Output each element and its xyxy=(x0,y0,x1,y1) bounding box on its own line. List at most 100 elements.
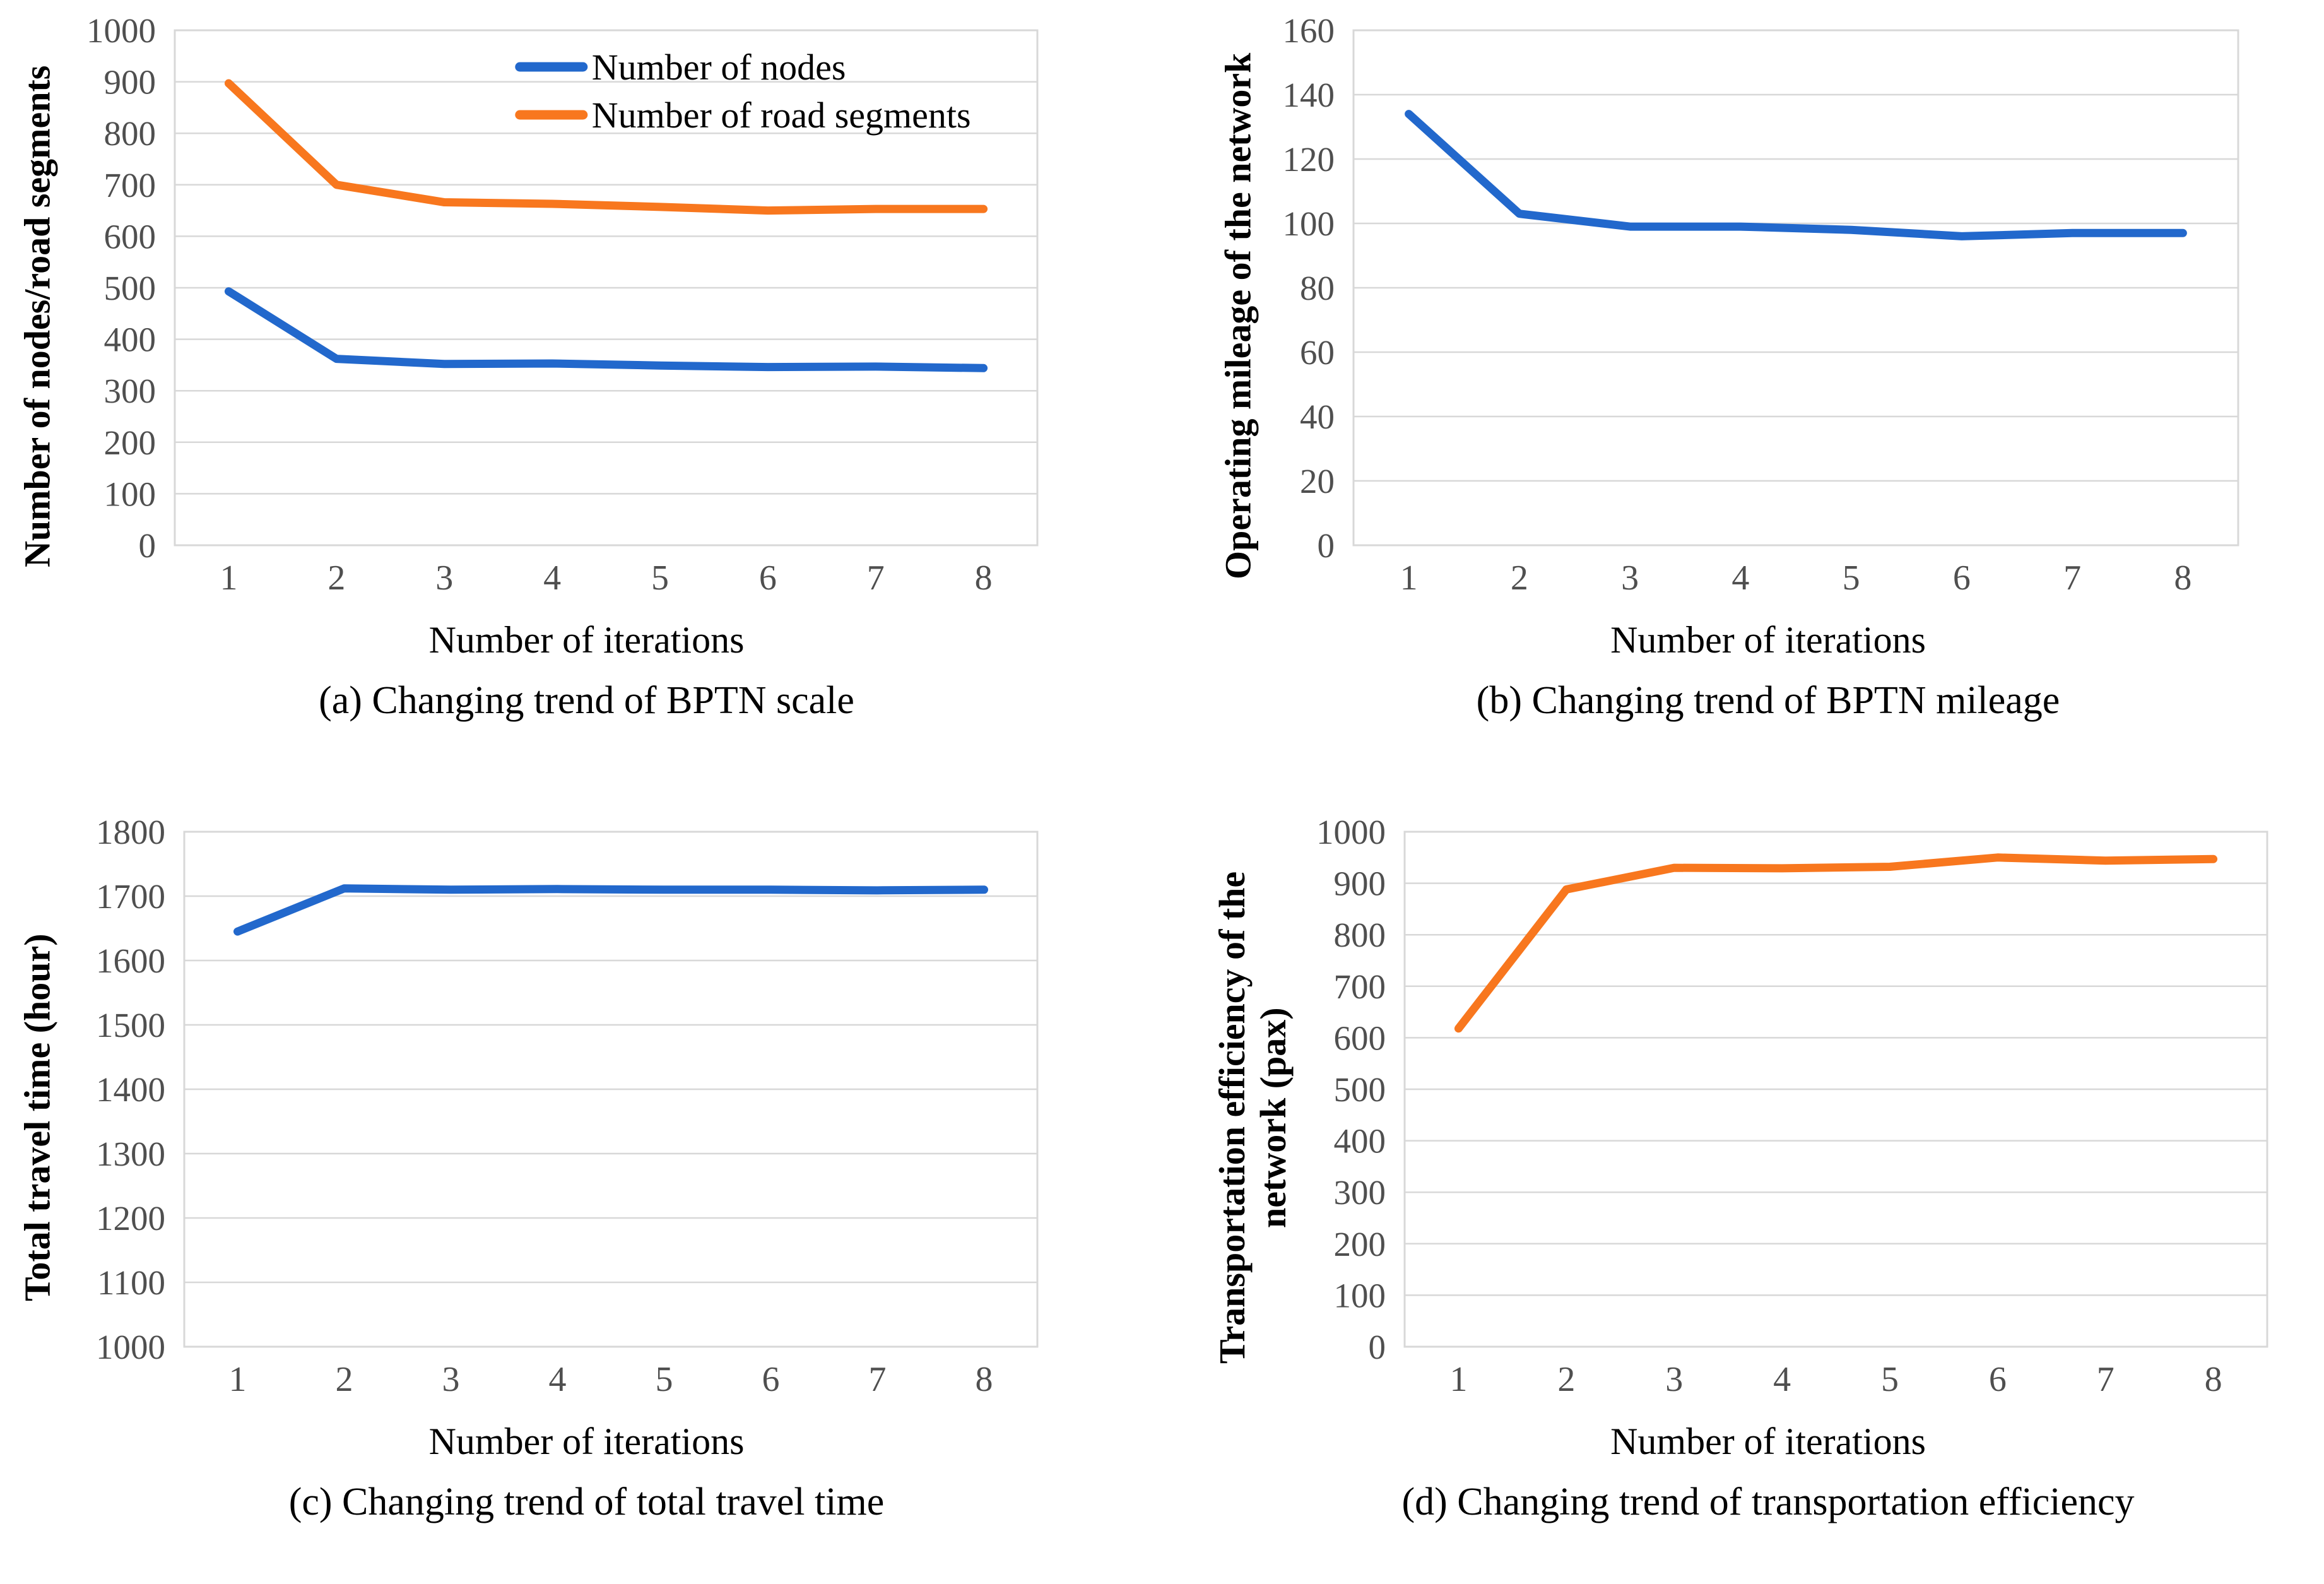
y-tick-label: 0 xyxy=(1318,526,1335,565)
legend-label: Number of road segments xyxy=(592,95,971,136)
x-tick-label: 8 xyxy=(2204,1360,2222,1399)
y-tick-label: 0 xyxy=(1368,1328,1386,1366)
plot-border xyxy=(1403,830,2268,1348)
x-tick-label: 5 xyxy=(656,1360,673,1399)
y-axis-title-b: Operating mileage of the network xyxy=(1217,52,1259,580)
x-tick-label: 7 xyxy=(867,559,885,598)
legend-label: Number of nodes xyxy=(592,47,846,88)
chart-area-b: Operating mileage of the network 0 20 40 60… xyxy=(1212,16,2250,616)
y-tick-label: 60 xyxy=(1300,333,1335,372)
y-tick-label: 100 xyxy=(1333,1276,1386,1315)
y-tick-label: 1600 xyxy=(96,942,165,980)
chart-area-c: Total travel time (hour) 1000 1100 1200 130… xyxy=(11,818,1049,1417)
y-tick-label: 1100 xyxy=(97,1263,165,1302)
caption-c: (c) Changing trend of total travel time xyxy=(288,1481,885,1523)
plot-border xyxy=(1352,29,2239,547)
chart-area-d: Transportation efficiency of the network… xyxy=(1212,818,2279,1417)
x-tick-label: 6 xyxy=(1989,1360,2007,1399)
y-tick-label: 1000 xyxy=(86,16,156,50)
panel-a: Number of nodes/road segments 0 100 200 300… xyxy=(0,16,1162,723)
y-tick-label: 100 xyxy=(104,475,156,513)
y-tick-label: 1000 xyxy=(96,1328,165,1366)
y-tick-label: 600 xyxy=(104,217,156,256)
x-tick-label: 5 xyxy=(1881,1360,1899,1399)
series-line-number-of-road-segments xyxy=(224,79,988,215)
x-tick-label: 6 xyxy=(762,1360,780,1399)
series-line-number-of-nodes xyxy=(224,287,988,372)
y-tick-label: 40 xyxy=(1300,398,1335,436)
x-tick-label: 2 xyxy=(1511,559,1528,598)
x-tick-label: 7 xyxy=(869,1360,887,1399)
x-tick-label: 2 xyxy=(327,559,345,598)
x-tick-label: 6 xyxy=(759,559,777,598)
y-tick-label: 300 xyxy=(1333,1173,1386,1212)
x-tick-label: 3 xyxy=(435,559,453,598)
y-tick-label: 700 xyxy=(104,166,156,204)
x-tick-label: 1 xyxy=(1449,1360,1467,1399)
series-line-main xyxy=(1454,853,2217,1033)
x-tick-label: 1 xyxy=(1400,559,1418,598)
series-line-main xyxy=(1405,110,2187,240)
plot-b: 0 20 40 60 80 100 120 140 160 1 2 3 4 5 6 7 8 xyxy=(1283,16,2239,598)
caption-a: (a) Changing trend of BPTN scale xyxy=(319,679,854,722)
figure-grid: Number of nodes/road segments 0 100 200 300… xyxy=(0,16,2324,1525)
y-tick-label: 1300 xyxy=(96,1135,165,1173)
x-tick-label: 3 xyxy=(442,1360,460,1399)
x-tick-label: 4 xyxy=(543,559,561,598)
x-tick-label: 2 xyxy=(1557,1360,1575,1399)
x-tick-label: 7 xyxy=(2063,559,2081,598)
plot-border xyxy=(174,29,1039,547)
y-tick-label: 900 xyxy=(104,63,156,102)
panel-c: Total travel time (hour) 1000 1100 1200 130… xyxy=(0,818,1162,1525)
y-tick-label: 400 xyxy=(104,321,156,359)
x-tick-label: 6 xyxy=(1953,559,1971,598)
x-tick-label: 3 xyxy=(1621,559,1639,598)
panel-b: Operating mileage of the network 0 20 40 60… xyxy=(1162,16,2324,723)
y-tick-label: 700 xyxy=(1333,967,1386,1006)
x-tick-label: 4 xyxy=(549,1360,567,1399)
y-tick-label: 80 xyxy=(1300,269,1335,307)
x-tick-label: 8 xyxy=(2174,559,2191,598)
x-axis-title-c: Number of iterations xyxy=(428,1421,745,1462)
y-tick-label: 120 xyxy=(1283,140,1335,179)
x-tick-label: 8 xyxy=(976,1360,993,1399)
y-tick-label: 1400 xyxy=(96,1070,165,1109)
y-tick-label: 1200 xyxy=(96,1199,165,1238)
y-tick-label: 20 xyxy=(1300,462,1335,500)
y-axis-title-a: Number of nodes/road segments xyxy=(16,65,58,567)
y-tick-label: 1500 xyxy=(96,1006,165,1044)
chart-area-a: Number of nodes/road segments 0 100 200 300… xyxy=(11,16,1049,616)
x-tick-label: 2 xyxy=(336,1360,353,1399)
y-tick-label: 300 xyxy=(104,372,156,410)
y-tick-label: 1000 xyxy=(1316,818,1386,851)
plot-d: 0 100 200 300 400 500 600 700 800 900 1000 1 2 3 4 5 6 7 8 xyxy=(1316,818,2268,1399)
x-tick-label: 4 xyxy=(1731,559,1749,598)
y-tick-label: 900 xyxy=(1333,865,1386,903)
x-axis-title-d: Number of iterations xyxy=(1610,1421,1926,1462)
panel-d: Transportation efficiency of the network… xyxy=(1162,818,2324,1525)
y-tick-label: 1800 xyxy=(96,818,165,851)
y-tick-label: 0 xyxy=(139,526,156,565)
x-tick-label: 7 xyxy=(2097,1360,2115,1399)
y-tick-label: 800 xyxy=(104,114,156,153)
x-tick-label: 1 xyxy=(220,559,237,598)
x-tick-label: 5 xyxy=(651,559,669,598)
series-line-main xyxy=(233,884,988,936)
x-tick-label: 3 xyxy=(1665,1360,1683,1399)
caption-b: (b) Changing trend of BPTN mileage xyxy=(1476,679,2060,722)
x-axis-title-a: Number of iterations xyxy=(428,619,745,661)
x-tick-label: 8 xyxy=(975,559,993,598)
y-tick-label: 600 xyxy=(1333,1019,1386,1057)
y-tick-label: 200 xyxy=(1333,1225,1386,1263)
y-tick-label: 200 xyxy=(104,423,156,462)
x-axis-title-b: Number of iterations xyxy=(1610,619,1926,661)
y-tick-label: 800 xyxy=(1333,916,1386,954)
y-tick-label: 160 xyxy=(1283,16,1335,50)
y-tick-label: 500 xyxy=(1333,1070,1386,1109)
plot-border xyxy=(183,830,1039,1348)
y-tick-label: 400 xyxy=(1333,1122,1386,1161)
x-tick-label: 4 xyxy=(1773,1360,1791,1399)
y-tick-label: 140 xyxy=(1283,76,1335,114)
y-axis-title-d: Transportation efficiency of the network… xyxy=(1212,871,1294,1364)
x-tick-label: 5 xyxy=(1843,559,1860,598)
